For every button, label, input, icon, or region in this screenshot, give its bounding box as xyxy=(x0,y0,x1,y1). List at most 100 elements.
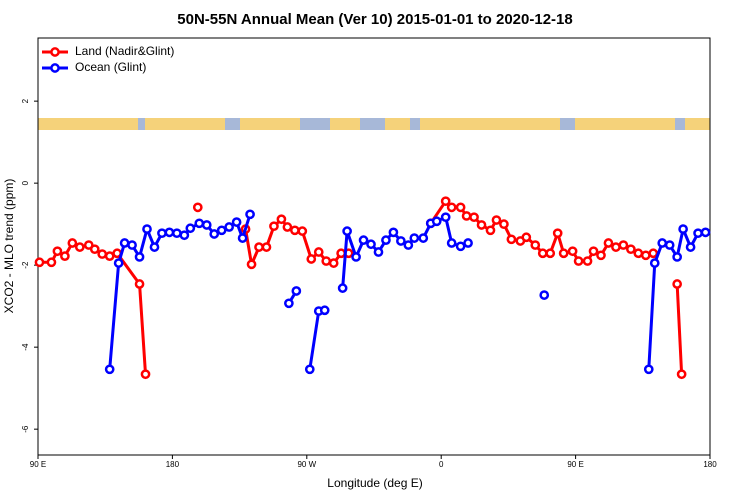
x-axis-label: Longitude (deg E) xyxy=(327,476,422,490)
point xyxy=(596,250,606,261)
y-tick-label: 0 xyxy=(21,180,30,185)
point xyxy=(664,240,675,250)
point xyxy=(649,258,660,268)
point xyxy=(440,196,451,207)
point xyxy=(336,248,346,259)
legend-label: Land (Nadir&Glint) xyxy=(75,44,174,58)
y-tick-label: 2 xyxy=(21,98,30,103)
point xyxy=(573,256,584,266)
point xyxy=(89,244,100,255)
point xyxy=(366,239,376,250)
point xyxy=(192,202,203,213)
point xyxy=(216,225,227,236)
point xyxy=(618,240,629,250)
point xyxy=(134,279,145,289)
point xyxy=(297,226,308,236)
point xyxy=(552,228,563,239)
point xyxy=(463,238,473,248)
point xyxy=(164,227,175,238)
point xyxy=(67,238,78,248)
y-tick-label: -2 xyxy=(21,261,30,269)
point xyxy=(306,254,317,264)
point xyxy=(409,233,420,243)
point xyxy=(693,228,703,239)
x-tick-label: 90 E xyxy=(567,460,583,469)
point xyxy=(685,242,696,252)
point xyxy=(676,369,687,380)
point xyxy=(539,290,550,300)
x-tick-label: 180 xyxy=(703,460,717,469)
x-tick-label: 0 xyxy=(439,460,444,469)
point xyxy=(142,224,152,234)
x-tick-label: 180 xyxy=(166,460,180,469)
point xyxy=(149,242,160,252)
point xyxy=(485,225,496,236)
point xyxy=(446,202,457,213)
point xyxy=(282,222,293,232)
point xyxy=(209,229,220,239)
point xyxy=(418,233,429,243)
y-tick-label: -6 xyxy=(21,425,30,433)
point xyxy=(611,242,621,252)
point xyxy=(313,247,324,257)
point xyxy=(201,220,212,230)
point xyxy=(678,224,688,234)
point xyxy=(231,217,242,227)
point xyxy=(290,225,300,236)
point xyxy=(52,246,63,257)
point xyxy=(626,244,636,255)
point xyxy=(237,233,248,243)
point xyxy=(545,248,556,259)
point xyxy=(97,249,108,259)
point xyxy=(530,240,541,250)
point xyxy=(567,246,578,257)
point xyxy=(140,369,151,380)
point xyxy=(657,238,668,248)
point xyxy=(194,218,205,229)
point xyxy=(476,220,487,230)
point xyxy=(269,221,279,232)
point xyxy=(640,250,651,261)
x-tick-label: 90 E xyxy=(30,460,46,469)
point xyxy=(113,258,124,268)
point xyxy=(672,279,682,289)
point xyxy=(224,222,234,232)
point xyxy=(440,212,451,223)
point xyxy=(319,305,330,316)
chart-title: 50N-55N Annual Mean (Ver 10) 2015-01-01 … xyxy=(177,11,572,28)
legend-label: Ocean (Glint) xyxy=(75,60,146,74)
point xyxy=(276,214,287,225)
point xyxy=(337,283,348,293)
point xyxy=(521,232,532,243)
point xyxy=(127,240,137,250)
point xyxy=(104,251,115,261)
point xyxy=(342,226,352,236)
point xyxy=(373,247,384,257)
point xyxy=(172,228,182,239)
point xyxy=(388,227,399,238)
point xyxy=(446,238,457,248)
legend-marker xyxy=(50,47,60,57)
point xyxy=(34,257,45,268)
point xyxy=(700,227,711,238)
point xyxy=(603,238,614,248)
point xyxy=(179,230,190,241)
point xyxy=(157,228,167,239)
point xyxy=(648,248,659,259)
y-axis-label: XCO2 - MLO trend (ppm) xyxy=(2,179,16,314)
point xyxy=(254,242,264,252)
point xyxy=(455,241,466,252)
point xyxy=(134,252,145,262)
point xyxy=(261,242,272,252)
point xyxy=(469,212,479,223)
point xyxy=(74,242,85,252)
legend-marker xyxy=(50,63,60,73)
plot-frame xyxy=(37,37,711,456)
point xyxy=(245,209,255,220)
point xyxy=(351,252,361,262)
point xyxy=(431,216,442,227)
point xyxy=(358,235,369,245)
point xyxy=(396,236,406,246)
point xyxy=(633,248,644,259)
